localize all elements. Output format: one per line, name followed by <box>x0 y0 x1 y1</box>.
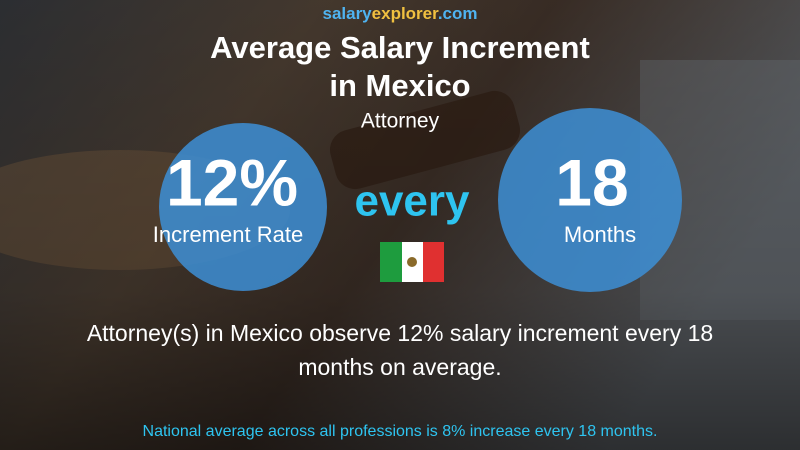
months-value: 18 <box>555 145 628 219</box>
increment-label: Increment Rate <box>153 222 303 247</box>
right-circle <box>498 108 682 292</box>
description-line: months on average. <box>298 354 501 380</box>
left-circle <box>159 123 327 291</box>
brand-part: explorer <box>372 4 439 23</box>
footer: National average across all professions … <box>143 423 658 440</box>
title-line: Average Salary Increment <box>210 30 590 65</box>
flag <box>380 242 444 282</box>
brand-part: salary <box>322 4 372 23</box>
brand-part: .com <box>438 4 478 23</box>
brand: salaryexplorer.com <box>322 4 477 23</box>
connector: every <box>354 177 470 226</box>
description-line: Attorney(s) in Mexico observe 12% salary… <box>87 320 713 346</box>
subtitle: Attorney <box>361 110 440 133</box>
increment-rate: 12% <box>166 145 298 219</box>
title-line: in Mexico <box>329 68 470 103</box>
months-label: Months <box>564 222 636 247</box>
